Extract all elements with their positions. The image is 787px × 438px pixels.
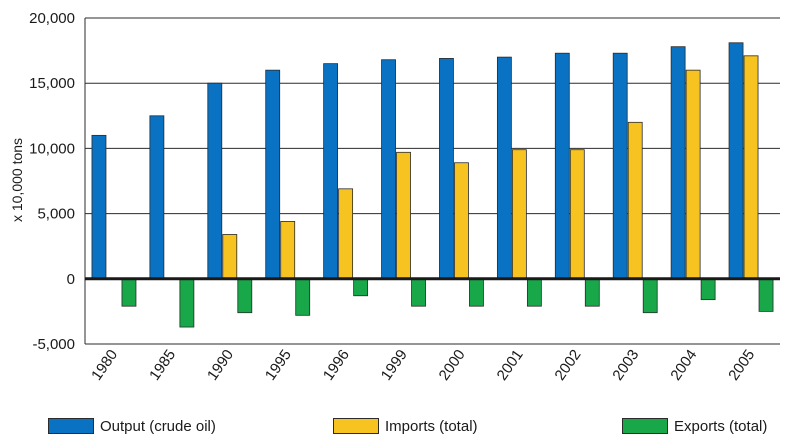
bar-imports-total-1995 <box>280 221 296 280</box>
bar-exports-total-2001 <box>526 278 542 307</box>
bars <box>91 42 774 328</box>
x-tick-label: 2001 <box>494 347 527 384</box>
x-tick-label: 1995 <box>262 347 295 384</box>
bar-output-crude-oil-2000 <box>439 58 454 280</box>
bar-imports-total-2003 <box>627 121 643 280</box>
bar-exports-total-2002 <box>584 278 600 307</box>
bar-imports-total-2005 <box>743 55 759 280</box>
x-tick-label: 1990 <box>204 347 237 384</box>
x-tick-label: 1980 <box>88 347 121 384</box>
y-tick-label: 10,000 <box>29 140 75 157</box>
bar-exports-total-1996 <box>353 278 369 297</box>
x-tick-label: 2004 <box>667 347 700 384</box>
bar-output-crude-oil-2002 <box>554 52 570 280</box>
x-tick-label: 2005 <box>725 347 758 384</box>
y-tick-label: 15,000 <box>29 75 75 92</box>
bar-exports-total-2003 <box>642 278 658 314</box>
y-axis-title: x 10,000 tons <box>9 138 25 222</box>
bar-exports-total-1980 <box>121 278 137 307</box>
legend-swatch-output <box>48 418 94 434</box>
y-tick-label: 5,000 <box>37 206 75 223</box>
legend-label-output: Output (crude oil) <box>100 417 216 435</box>
x-tick-label: 1985 <box>146 347 179 384</box>
bar-imports-total-2001 <box>511 149 527 280</box>
y-tick-label: 20,000 <box>29 10 75 27</box>
bar-imports-total-1996 <box>338 188 354 280</box>
bar-imports-total-1990 <box>222 234 238 280</box>
bar-exports-total-2000 <box>469 278 484 307</box>
bar-output-crude-oil-2001 <box>496 56 512 280</box>
bar-output-crude-oil-1980 <box>91 134 107 280</box>
bar-output-crude-oil-2003 <box>612 52 628 280</box>
bar-output-crude-oil-2005 <box>728 42 744 280</box>
axes <box>84 18 780 344</box>
bar-exports-total-1985 <box>179 278 195 328</box>
x-tick-label: 1996 <box>320 347 353 384</box>
bar-imports-total-2002 <box>569 149 585 280</box>
bar-imports-total-1999 <box>396 151 411 280</box>
x-tick-label: 2002 <box>551 347 584 384</box>
legend-item-output: Output (crude oil) <box>48 416 216 436</box>
legend-swatch-imports <box>333 418 379 434</box>
y-tick-label: 0 <box>67 271 75 288</box>
x-tick-label: 2000 <box>436 347 469 384</box>
legend-label-imports: Imports (total) <box>385 417 478 435</box>
bar-exports-total-1990 <box>237 278 253 314</box>
y-tick-labels: 20,000 15,000 10,000 5,000 0 -5,000 <box>29 10 75 353</box>
legend-item-exports: Exports (total) <box>622 416 767 436</box>
y-tick-label: -5,000 <box>32 336 75 353</box>
x-tick-labels: 1980 1985 1990 1995 1996 1999 2000 2001 2002 2003… <box>88 347 758 384</box>
bar-output-crude-oil-1990 <box>207 82 223 280</box>
bar-exports-total-2004 <box>700 278 716 301</box>
bar-output-crude-oil-1999 <box>381 59 396 280</box>
legend-item-imports: Imports (total) <box>333 416 478 436</box>
bar-output-crude-oil-2004 <box>670 46 686 280</box>
bar-exports-total-1999 <box>411 278 426 307</box>
bar-imports-total-2000 <box>454 162 469 280</box>
bar-output-crude-oil-1996 <box>323 63 339 280</box>
bar-output-crude-oil-1995 <box>265 69 281 280</box>
legend-swatch-exports <box>622 418 668 434</box>
bar-exports-total-2005 <box>758 278 774 312</box>
gridlines <box>85 17 780 345</box>
bar-imports-total-2004 <box>685 69 701 280</box>
x-tick-label: 2003 <box>609 347 642 384</box>
bar-exports-total-1995 <box>295 278 311 316</box>
legend-label-exports: Exports (total) <box>674 417 768 435</box>
legend: Output (crude oil) Imports (total) Expor… <box>0 416 787 438</box>
x-tick-label: 1999 <box>378 347 411 384</box>
bar-output-crude-oil-1985 <box>149 115 165 280</box>
